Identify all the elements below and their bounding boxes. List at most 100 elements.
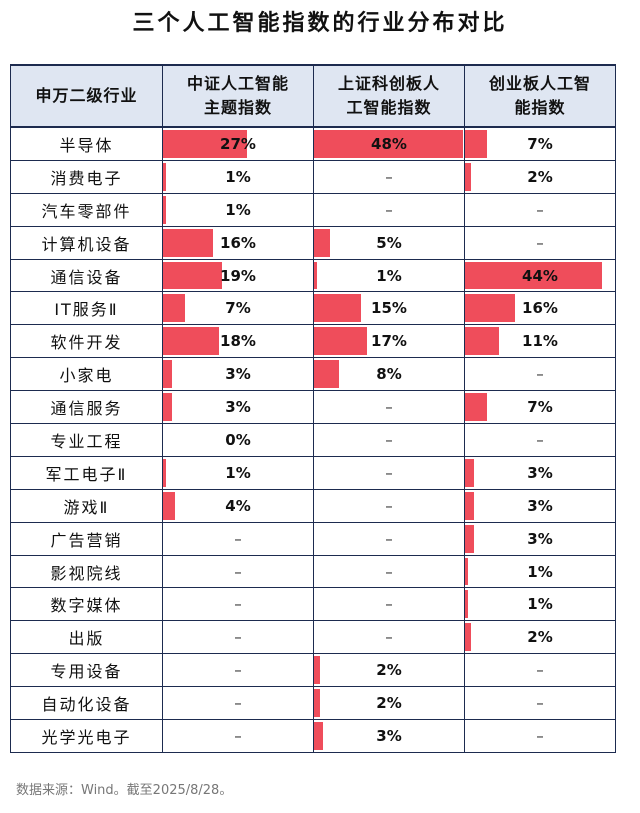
value-label: 4% <box>225 496 251 515</box>
value-bar <box>465 294 515 323</box>
empty-dash: – <box>536 430 544 449</box>
value-cell: 44% <box>464 258 616 293</box>
header-row: 申万二级行业 中证人工智能 主题指数 上证科创板人 工智能指数 创业板人工智 能… <box>10 64 616 128</box>
value-bar <box>163 393 173 422</box>
header-star-ai: 上证科创板人 工智能指数 <box>313 64 465 128</box>
empty-dash: – <box>385 529 393 548</box>
value-label: 1% <box>225 200 251 219</box>
value-label: 7% <box>527 398 553 417</box>
table-body: 半导体 27% 48% 7% 消费电子 1% – 2% 汽车零部件 1% – – 计算机设备 16% 5% –… <box>10 126 616 753</box>
industry-name: 专用设备 <box>10 653 163 688</box>
industry-name: 广告营销 <box>10 521 163 556</box>
value-label: 44% <box>522 266 558 285</box>
header-chinext-ai-line-2: 能指数 <box>514 98 566 117</box>
header-chinext-ai-line-1: 创业板人工智 <box>488 74 591 93</box>
table-row: 专业工程 0% – – <box>10 423 616 457</box>
value-bar <box>163 458 167 487</box>
table-row: 游戏Ⅱ 4% – 3% <box>10 488 616 523</box>
empty-dash: – <box>234 694 242 713</box>
empty-dash: – <box>234 726 242 745</box>
value-cell: – <box>162 719 314 753</box>
industry-name: 军工电子Ⅱ <box>10 455 163 490</box>
value-cell: 7% <box>464 390 616 425</box>
empty-dash: – <box>385 398 393 417</box>
value-bar <box>314 130 463 158</box>
value-label: 1% <box>225 463 251 482</box>
value-cell: 0% <box>162 423 314 457</box>
source-note: 数据来源：Wind。截至2025/8/28。 <box>16 783 233 798</box>
value-cell: – <box>313 455 465 490</box>
value-label: 3% <box>527 496 553 515</box>
value-bar <box>163 491 176 520</box>
empty-dash: – <box>536 694 544 713</box>
value-cell: – <box>162 686 314 721</box>
industry-table: 申万二级行业 中证人工智能 主题指数 上证科创板人 工智能指数 创业板人工智 能… <box>10 64 616 753</box>
value-cell: 1% <box>162 455 314 490</box>
value-cell: 17% <box>313 324 465 359</box>
value-label: 2% <box>376 661 402 680</box>
value-bar <box>314 327 367 356</box>
value-cell: 3% <box>464 455 616 490</box>
table-row: 软件开发 18% 17% 11% <box>10 324 616 359</box>
value-label: 1% <box>376 266 402 285</box>
empty-dash: – <box>234 661 242 680</box>
header-chinext-ai: 创业板人工智 能指数 <box>464 64 616 128</box>
empty-dash: – <box>536 200 544 219</box>
header-star-ai-line-2: 工智能指数 <box>346 98 432 117</box>
value-label: 1% <box>527 562 553 581</box>
value-bar <box>163 195 167 224</box>
value-cell: 3% <box>162 357 314 392</box>
value-cell: – <box>162 587 314 622</box>
value-label: 7% <box>527 134 553 153</box>
table-row: 消费电子 1% – 2% <box>10 159 616 194</box>
table-row: 广告营销 – – 3% <box>10 521 616 556</box>
value-cell: – <box>313 620 465 655</box>
value-bar <box>465 590 469 619</box>
value-bar <box>163 162 167 191</box>
value-cell: – <box>464 423 616 457</box>
value-label: 7% <box>225 299 251 318</box>
value-cell: 8% <box>313 357 465 392</box>
value-cell: 2% <box>464 159 616 194</box>
empty-dash: – <box>536 661 544 680</box>
value-cell: 15% <box>313 291 465 326</box>
empty-dash: – <box>385 167 393 186</box>
empty-dash: – <box>385 628 393 647</box>
value-label: 3% <box>225 365 251 384</box>
value-cell: 2% <box>313 686 465 721</box>
value-cell: – <box>313 521 465 556</box>
industry-name: 专业工程 <box>10 423 163 457</box>
value-bar <box>163 327 219 356</box>
value-label: 2% <box>376 694 402 713</box>
value-cell: – <box>313 423 465 457</box>
value-cell: – <box>313 159 465 194</box>
value-label: 3% <box>527 529 553 548</box>
value-cell: – <box>464 686 616 721</box>
value-label: 48% <box>371 134 407 153</box>
value-cell: 19% <box>162 258 314 293</box>
value-bar <box>163 261 222 290</box>
value-cell: 16% <box>162 225 314 260</box>
value-label: 3% <box>527 463 553 482</box>
header-csi-ai-line-1: 中证人工智能 <box>186 74 289 93</box>
value-bar <box>465 524 475 553</box>
value-bar <box>465 261 602 290</box>
value-bar <box>465 162 472 191</box>
header-csi-ai-line-2: 主题指数 <box>203 98 272 117</box>
value-bar <box>465 458 475 487</box>
empty-dash: – <box>234 529 242 548</box>
empty-dash: – <box>234 595 242 614</box>
value-bar <box>163 294 185 323</box>
value-bar <box>314 228 330 257</box>
value-bar <box>465 557 469 586</box>
value-cell: – <box>313 488 465 523</box>
industry-name: 计算机设备 <box>10 225 163 260</box>
empty-dash: – <box>536 233 544 252</box>
value-cell: 1% <box>162 159 314 194</box>
table-row: 出版 – – 2% <box>10 620 616 655</box>
industry-name: IT服务Ⅱ <box>10 291 163 326</box>
table-row: 通信设备 19% 1% 44% <box>10 258 616 293</box>
value-cell: 1% <box>464 554 616 589</box>
value-cell: 4% <box>162 488 314 523</box>
value-cell: 3% <box>162 390 314 425</box>
